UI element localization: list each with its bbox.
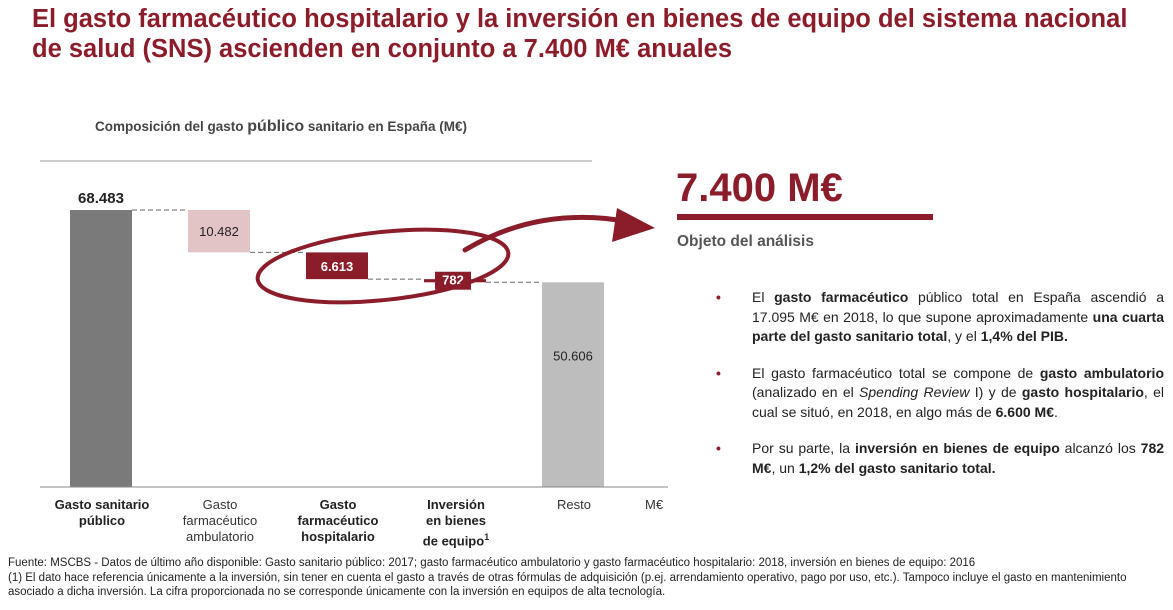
- bullet-marker: •: [716, 440, 721, 456]
- bullet-item: • El gasto farmacéutico total se compone …: [716, 364, 1164, 423]
- bullet-text: alcanzó los: [1059, 440, 1141, 456]
- highlight-arrow-line: [462, 214, 633, 253]
- bullet-text: público total en España ascendió a 17.09…: [752, 289, 1165, 325]
- category-label-text: de equipo: [422, 533, 485, 549]
- highlight-ellipse: [255, 227, 511, 305]
- category-label-ambulatorio: Gasto farmacéutico ambulatorio: [160, 497, 280, 545]
- bullet-text: , un: [771, 459, 799, 476]
- category-label-gasto-sanitario: Gasto sanitario público: [42, 497, 162, 529]
- footnote-marker: 1: [484, 532, 490, 542]
- footnotes: Fuente: MSCBS - Datos de último año disp…: [8, 556, 1168, 600]
- footnote-1: (1) El dato hace referencia únicamente a…: [8, 571, 1127, 599]
- highlight-total: 7.400 M€: [676, 166, 843, 210]
- data-label-box: [307, 257, 367, 276]
- data-label: 68.483: [78, 190, 124, 207]
- bullet-text: Por su parte, la: [752, 440, 855, 456]
- bullet-text: 1,2% del gasto sanitario total.: [798, 459, 996, 476]
- bullet-text: gasto farmacéutico: [774, 289, 909, 305]
- footnote-source: Fuente: MSCBS - Datos de último año disp…: [8, 557, 976, 569]
- bullet-item: • Por su parte, la inversión en bienes de…: [716, 439, 1164, 478]
- bullet-text: El: [752, 289, 775, 305]
- bar: [542, 282, 604, 487]
- category-label-line: ambulatorio: [186, 529, 254, 544]
- category-label-line: Gasto: [202, 497, 238, 512]
- bullet-text: 782 M€: [752, 440, 1165, 476]
- category-label-line: de equipo1: [396, 529, 516, 549]
- bar: [70, 210, 132, 487]
- category-label-resto: Resto: [514, 497, 634, 513]
- category-label-line: público: [78, 513, 126, 528]
- category-label-line: farmacéutico: [297, 513, 379, 528]
- category-label-line: Gasto: [319, 497, 357, 512]
- category-label-hospitalario: Gasto farmacéutico hospitalario: [278, 497, 398, 545]
- chart-title: Composición del gasto público sanitario …: [95, 118, 467, 136]
- category-label-line: Resto: [557, 497, 591, 512]
- bullet-text: El gasto farmacéutico total se compone d…: [752, 364, 1040, 381]
- bullet-text: una cuarta parte del gasto sanitario tot…: [752, 308, 1164, 345]
- data-label: 10.482: [199, 224, 239, 239]
- data-label: 50.606: [553, 348, 593, 363]
- bullet-text: (analizado en el: [752, 384, 860, 400]
- category-label-line: Gasto sanitario: [54, 497, 150, 512]
- data-label: 6.613: [321, 259, 354, 274]
- highlight-total-rule: [677, 214, 933, 220]
- category-label-line: farmacéutico: [182, 513, 258, 528]
- category-label-line: en bienes: [426, 513, 486, 528]
- chart-title-prefix: Composición del gasto: [95, 119, 248, 134]
- bullet-text: 6.600 M€: [995, 403, 1054, 420]
- highlight-arrow-head: [612, 208, 655, 242]
- bullet-text: , y el: [947, 328, 981, 344]
- category-label-line: Inversión: [427, 497, 485, 512]
- highlight-subtitle: Objeto del análisis: [677, 233, 814, 250]
- bullet-text: , el cual se situó, en 2018, en algo más…: [752, 384, 1164, 420]
- bullet-text: I) y de: [969, 384, 1022, 400]
- bullet-marker: •: [716, 364, 721, 381]
- category-label-inversion: Inversión en bienes de equipo1: [396, 497, 516, 549]
- bullet-text: gasto hospitalario: [1021, 384, 1144, 400]
- unit-label: M€: [645, 497, 664, 512]
- chart-title-suffix: sanitario en España (M€): [304, 119, 467, 134]
- bullet-list: • El gasto farmacéutico público total en …: [716, 288, 1164, 495]
- bullet-marker: •: [716, 289, 721, 305]
- bullet-text: .: [1053, 403, 1058, 420]
- category-label-line: hospitalario: [301, 529, 375, 544]
- bullet-item: • El gasto farmacéutico público total en …: [716, 288, 1164, 347]
- bullet-text: 1,4% del PIB.: [980, 328, 1068, 344]
- bar: [188, 210, 250, 253]
- bullet-text: Spending Review: [859, 384, 970, 400]
- bullet-text: inversión en bienes de equipo: [854, 440, 1060, 456]
- page-title: El gasto farmacéutico hospitalario y la …: [32, 5, 1128, 63]
- chart-title-emphasis: público: [247, 118, 305, 135]
- bullet-text: gasto ambulatorio: [1039, 364, 1164, 381]
